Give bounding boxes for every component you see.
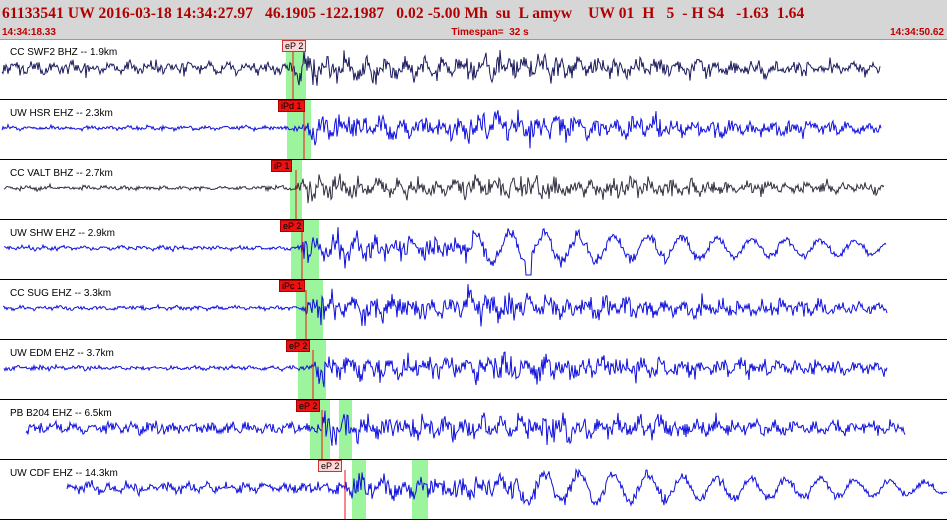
waveform-trace-4[interactable] — [2, 284, 888, 327]
pick-label-2[interactable]: iP 1 — [271, 160, 293, 172]
channel-label-0: CC SWF2 BHZ -- 1.9km — [10, 47, 118, 58]
pick-window-7-1 — [412, 460, 428, 520]
channel-label-1: UW HSR EHZ -- 2.3km — [10, 108, 113, 119]
event-header: 61133541 UW 2016-03-18 14:34:27.97 46.19… — [0, 0, 947, 40]
pick-label-5[interactable]: eP 2 — [286, 340, 311, 352]
waveform-trace-7[interactable] — [66, 467, 947, 507]
time-end-label: 14:34:50.62 — [890, 27, 944, 38]
pick-window-7-0 — [352, 460, 366, 520]
channel-label-2: CC VALT BHZ -- 2.7km — [10, 168, 113, 179]
channel-label-5: UW EDM EHZ -- 3.7km — [10, 348, 114, 359]
pick-label-4[interactable]: iPc 1 — [279, 280, 306, 292]
pick-label-7[interactable]: eP 2 — [318, 460, 343, 472]
pick-label-0[interactable]: eP 2 — [282, 40, 307, 52]
waveform-trace-2[interactable] — [3, 173, 885, 204]
channel-label-4: CC SUG EHZ -- 3.3km — [10, 288, 112, 299]
waveform-trace-1[interactable] — [1, 109, 882, 149]
pick-label-6[interactable]: eP 2 — [296, 400, 321, 412]
time-start-label: 14:34:18.33 — [2, 27, 56, 38]
timespan-label: Timespan= 32 s — [451, 27, 529, 38]
channel-label-6: PB B204 EHZ -- 6.5km — [10, 408, 112, 419]
pick-label-3[interactable]: eP 2 — [280, 220, 305, 232]
waveform-trace-6[interactable] — [25, 410, 906, 446]
channel-label-3: UW SHW EHZ -- 2.9km — [10, 228, 115, 239]
waveform-trace-3[interactable] — [3, 227, 887, 276]
pick-label-1[interactable]: iPd 1 — [278, 100, 305, 112]
channel-label-7: UW CDF EHZ -- 14.3km — [10, 468, 118, 479]
waveform-trace-0[interactable] — [1, 50, 881, 86]
waveform-trace-5[interactable] — [3, 351, 888, 388]
event-summary-line: 61133541 UW 2016-03-18 14:34:27.97 46.19… — [2, 5, 805, 22]
seismogram-plot[interactable] — [0, 40, 947, 520]
pick-window-0-0 — [286, 40, 306, 100]
